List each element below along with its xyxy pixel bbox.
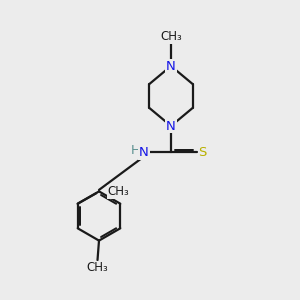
Text: CH₃: CH₃	[87, 261, 108, 274]
Text: S: S	[198, 146, 207, 159]
Text: N: N	[166, 59, 176, 73]
Text: CH₃: CH₃	[108, 185, 129, 198]
Text: CH₃: CH₃	[160, 30, 182, 44]
Text: N: N	[139, 146, 149, 159]
Text: N: N	[166, 119, 176, 133]
Text: H: H	[131, 144, 141, 157]
